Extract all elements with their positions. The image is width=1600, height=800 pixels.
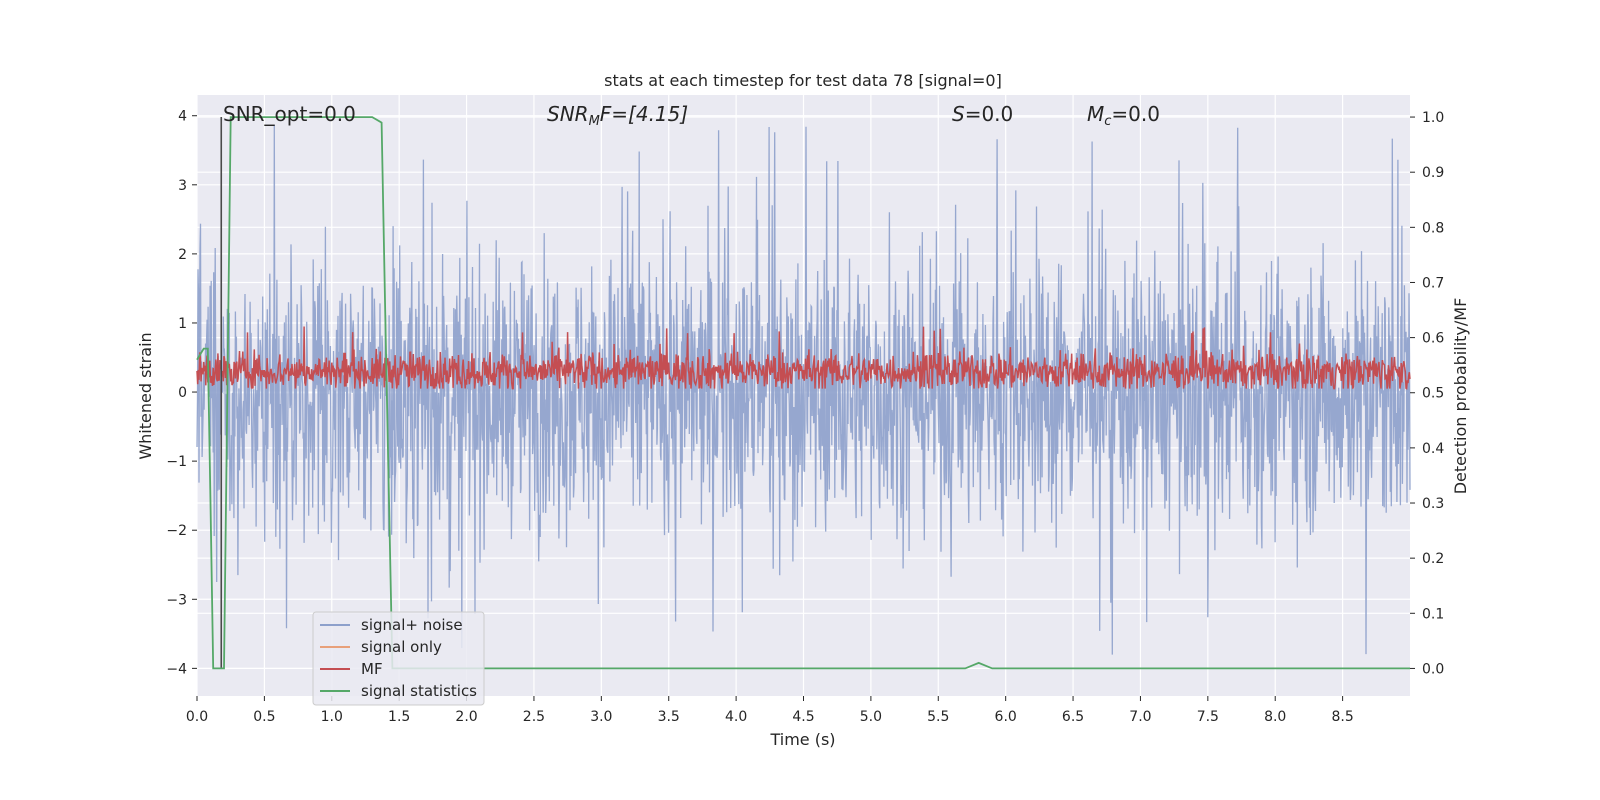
series-signal-statistics (196, 116, 1410, 670)
y-tick-label: 3 (178, 178, 187, 194)
annotation-mc: Mc=0.0 (1087, 102, 1160, 129)
y2-tick-label: 0.0 (1422, 661, 1444, 677)
x-tick-label: 6.0 (995, 709, 1017, 725)
y2-tick-label: 0.3 (1422, 496, 1444, 512)
legend-label-mf: MF (361, 660, 383, 678)
y-tick-label: −4 (166, 661, 187, 677)
x-tick-label: 8.0 (1264, 709, 1286, 725)
x-tick-label: 3.5 (658, 709, 680, 725)
y-axis-label: Whitened strain (136, 332, 155, 459)
series-signal-noise (196, 124, 1411, 655)
x-tick-label: 1.0 (321, 709, 343, 725)
y-tick-label: 0 (178, 385, 187, 401)
x-tick-label: 2.0 (455, 709, 477, 725)
x-tick-label: 2.5 (523, 709, 545, 725)
x-tick-label: 3.0 (590, 709, 612, 725)
annotation-s: S=0.0 (952, 102, 1013, 126)
y2-axis-ticks: 0.0 0.1 0.2 0.3 0.4 0.5 0.6 0.7 0.8 0.9 1.0 (1410, 110, 1444, 677)
y2-tick-label: 0.5 (1422, 386, 1444, 402)
y-tick-label: −3 (166, 592, 187, 608)
y2-tick-label: 0.4 (1422, 441, 1444, 457)
annotation-snr-mf: SNRMF=[4.15] (547, 102, 688, 129)
x-tick-label: 4.0 (725, 709, 747, 725)
legend-label-signal-only: signal only (361, 638, 442, 656)
x-tick-label: 5.0 (860, 709, 882, 725)
mf-line (196, 326, 1411, 390)
legend: signal+ noise signal only MF signal stat… (312, 611, 485, 706)
series-mf (196, 326, 1411, 390)
y2-tick-label: 0.6 (1422, 331, 1444, 347)
y2-tick-label: 0.8 (1422, 220, 1444, 236)
x-tick-label: 7.5 (1197, 709, 1219, 725)
y2-tick-label: 0.9 (1422, 165, 1444, 181)
y2-tick-label: 0.2 (1422, 551, 1444, 567)
x-tick-label: 4.5 (792, 709, 814, 725)
legend-label-signal-noise: signal+ noise (361, 616, 463, 634)
y-tick-label: 1 (178, 316, 187, 332)
x-tick-label: 1.5 (388, 709, 410, 725)
signal-noise-line (196, 124, 1411, 655)
x-axis-ticks: 0.0 0.5 1.0 1.5 2.0 2.5 3.0 3.5 4.0 4.5 5.0 5.5 6.0 6… (186, 696, 1354, 725)
y2-tick-label: 0.1 (1422, 606, 1444, 622)
x-axis-label: Time (s) (769, 730, 835, 749)
signal-statistics-line (196, 116, 1410, 670)
x-tick-label: 6.5 (1062, 709, 1084, 725)
chart-title: stats at each timestep for test data 78 … (604, 71, 1002, 90)
legend-box (312, 611, 485, 706)
x-tick-label: 8.5 (1331, 709, 1353, 725)
y-axis-ticks: −4 −3 −2 −1 0 1 2 3 4 (166, 109, 197, 677)
annotation-snr-opt: SNR_opt=0.0 (223, 102, 356, 126)
y2-tick-label: 0.7 (1422, 275, 1444, 291)
legend-label-signal-statistics: signal statistics (361, 682, 477, 700)
y2-axis-label: Detection probability/MF (1451, 298, 1470, 495)
x-tick-label: 5.5 (927, 709, 949, 725)
x-tick-label: 0.0 (186, 709, 208, 725)
y-tick-label: 4 (178, 109, 187, 125)
x-tick-label: 0.5 (253, 709, 275, 725)
y2-tick-label: 1.0 (1422, 110, 1444, 126)
y-tick-label: −1 (166, 454, 187, 470)
y-tick-label: 2 (178, 247, 187, 263)
x-tick-label: 7.0 (1129, 709, 1151, 725)
y-tick-label: −2 (166, 523, 187, 539)
